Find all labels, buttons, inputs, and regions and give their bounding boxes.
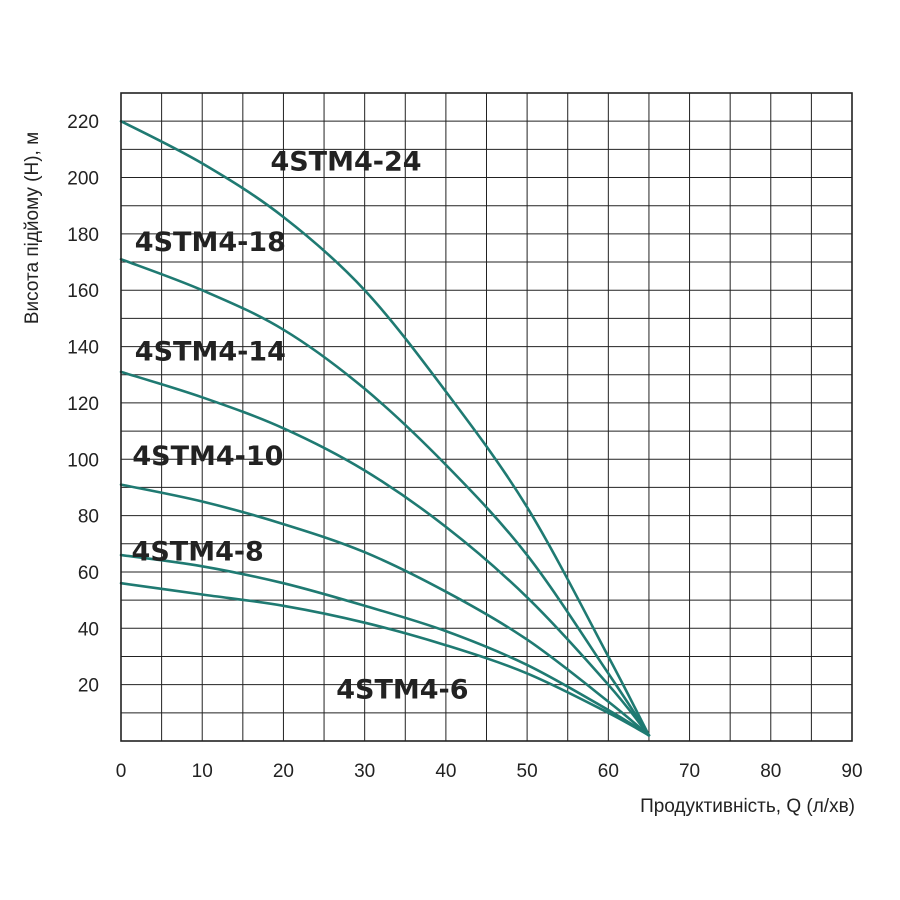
x-tick-label: 70	[679, 761, 700, 782]
series-label-4stm4-6: 4STM4-6	[336, 675, 468, 706]
y-tick-label: 80	[78, 507, 99, 528]
curve-4stm4-6	[119, 581, 651, 737]
curve-4stm4-10	[119, 483, 651, 737]
x-tick-label: 30	[354, 761, 375, 782]
x-tick-label: 20	[273, 761, 294, 782]
y-tick-label: 60	[78, 563, 99, 584]
y-tick-label: 20	[78, 676, 99, 697]
x-tick-label: 90	[841, 761, 862, 782]
y-tick-label: 180	[67, 225, 99, 246]
x-tick-label: 50	[517, 761, 538, 782]
x-tick-label: 0	[116, 761, 127, 782]
curve-4stm4-24	[119, 119, 651, 737]
curve-4stm4-14	[119, 370, 651, 737]
x-tick-label: 60	[598, 761, 619, 782]
series-label-4stm4-8: 4STM4-8	[132, 537, 264, 568]
curve-4stm4-18	[119, 257, 651, 737]
curve-4stm4-8	[119, 553, 651, 737]
curves	[119, 119, 651, 737]
tick-labels: 0 10 20 30 40 50 60 70 80 90 20 40 60 80 100 120 140 160 1…	[67, 112, 862, 782]
plot-frame	[120, 92, 853, 742]
y-tick-label: 100	[67, 450, 99, 471]
series-label-4stm4-10: 4STM4-10	[132, 441, 283, 472]
x-tick-label: 80	[760, 761, 781, 782]
series-label-4stm4-14: 4STM4-14	[135, 337, 286, 368]
y-axis-label: Висота підйому (H), м	[22, 132, 43, 324]
x-tick-label: 10	[192, 761, 213, 782]
series-label-4stm4-18: 4STM4-18	[135, 227, 286, 258]
series-label-4stm4-24: 4STM4-24	[270, 146, 421, 177]
y-tick-label: 220	[67, 112, 99, 133]
y-tick-label: 160	[67, 281, 99, 302]
y-tick-label: 200	[67, 169, 99, 190]
y-tick-label: 40	[78, 619, 99, 640]
grid-lines	[121, 93, 852, 741]
y-tick-label: 140	[67, 338, 99, 359]
x-axis-label: Продуктивність, Q (л/хв)	[640, 796, 855, 817]
series-labels: 4STM4-24 4STM4-18 4STM4-14 4STM4-10 4STM4-8 4…	[132, 146, 469, 705]
y-tick-label: 120	[67, 394, 99, 415]
x-tick-label: 40	[435, 761, 456, 782]
